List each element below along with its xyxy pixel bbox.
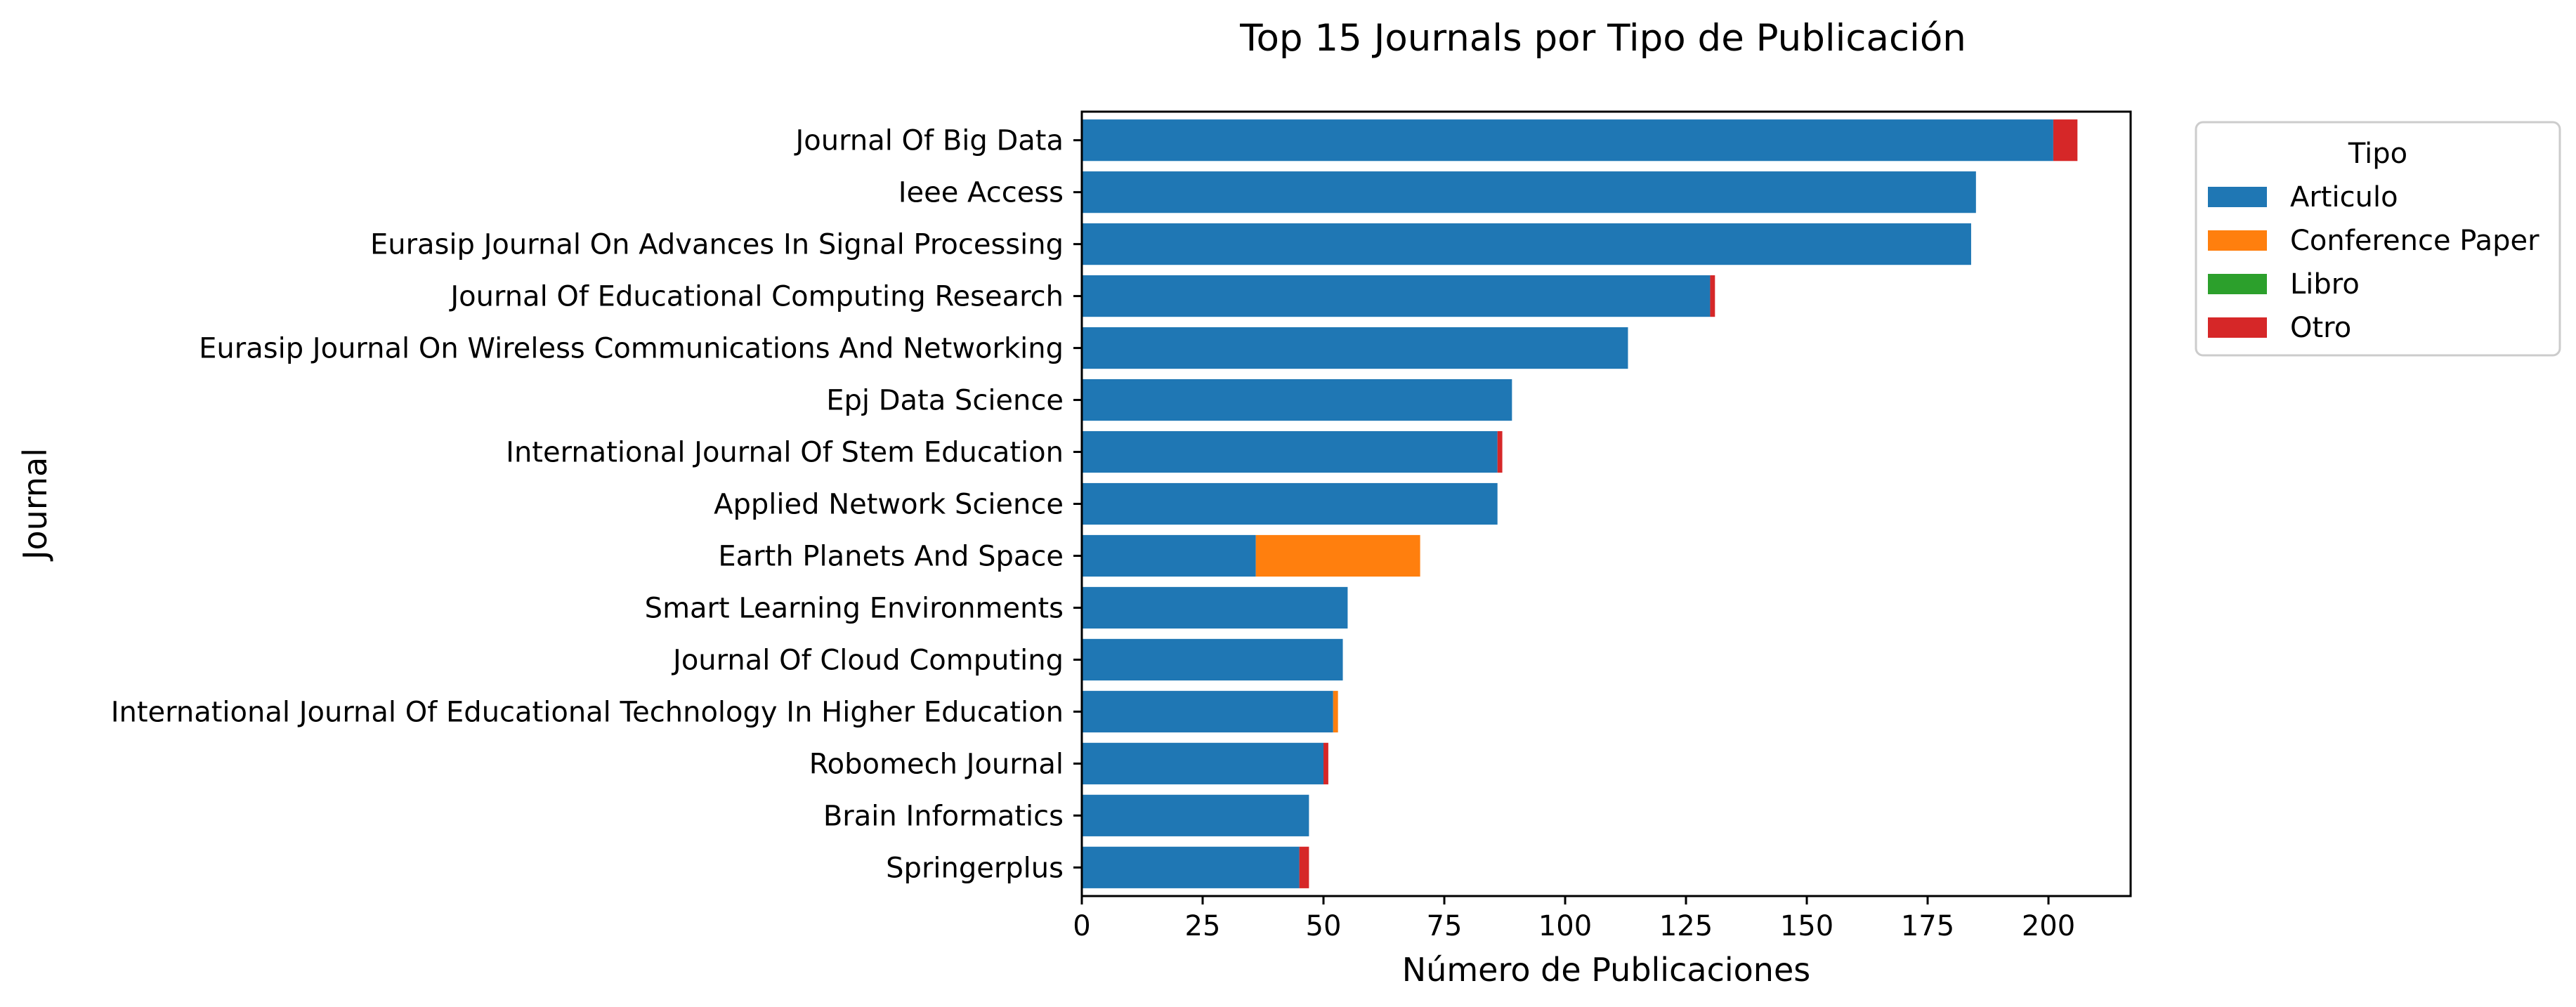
bar-articulo-4 xyxy=(1082,327,1628,369)
legend-swatch-articulo xyxy=(2208,187,2267,207)
legend-swatch-otro xyxy=(2208,317,2267,338)
bars-group xyxy=(1082,119,2078,888)
y-axis: Journal Of Big Data Ieee Access Eurasip Jo… xyxy=(111,125,1082,884)
y-tick-label: Eurasip Journal On Wireless Communicatio… xyxy=(199,333,1064,365)
x-tick-label: 175 xyxy=(1901,910,1954,942)
y-tick-label: Eurasip Journal On Advances In Signal Pr… xyxy=(370,229,1064,261)
y-tick-label: Journal Of Cloud Computing xyxy=(671,644,1064,676)
y-tick-label: Smart Learning Environments xyxy=(645,592,1064,624)
y-tick-label: Epj Data Science xyxy=(826,385,1064,417)
bar-conference-paper-11 xyxy=(1333,690,1338,732)
legend-label: Articulo xyxy=(2290,181,2398,213)
y-tick-label: Brain Informatics xyxy=(823,800,1064,832)
bar-articulo-14 xyxy=(1082,846,1300,888)
legend-box xyxy=(2195,121,2561,357)
legend-title: Tipo xyxy=(2348,138,2407,170)
bar-otro-6 xyxy=(1497,430,1503,473)
x-tick-label: 0 xyxy=(1073,910,1090,942)
legend-label: Libro xyxy=(2290,268,2360,301)
bar-articulo-3 xyxy=(1082,275,1711,317)
x-tick-label: 50 xyxy=(1306,910,1342,942)
x-tick-label: 125 xyxy=(1659,910,1713,942)
x-axis-label: Número de Publicaciones xyxy=(1402,951,1810,989)
bar-otro-14 xyxy=(1299,846,1309,888)
x-tick-label: 100 xyxy=(1538,910,1592,942)
y-tick-label: Springerplus xyxy=(886,852,1064,884)
bar-conference-paper-8 xyxy=(1255,534,1420,577)
bar-otro-3 xyxy=(1710,275,1715,317)
x-tick-label: 150 xyxy=(1780,910,1833,942)
bar-articulo-13 xyxy=(1082,794,1309,836)
legend-label: Otro xyxy=(2290,312,2351,344)
y-tick-label: Journal Of Educational Computing Researc… xyxy=(448,281,1064,313)
x-tick-label: 200 xyxy=(2022,910,2075,942)
bar-articulo-5 xyxy=(1082,379,1512,421)
y-tick-label: International Journal Of Stem Education xyxy=(506,437,1064,469)
y-tick-label: Applied Network Science xyxy=(714,489,1064,521)
x-axis: 0 25 50 75 100 125 150 175 200 xyxy=(1073,896,2075,942)
legend: Tipo Articulo Conference Paper Libro Otro xyxy=(2195,121,2561,357)
bar-articulo-9 xyxy=(1082,586,1348,629)
bar-articulo-1 xyxy=(1082,171,1976,213)
bar-articulo-10 xyxy=(1082,638,1343,681)
y-tick-label: Earth Planets And Space xyxy=(718,540,1064,572)
bar-articulo-12 xyxy=(1082,742,1324,784)
bar-otro-0 xyxy=(2053,119,2078,162)
legend-swatch-conference-paper xyxy=(2208,230,2267,251)
x-tick-label: 75 xyxy=(1427,910,1463,942)
y-axis-label: Journal xyxy=(16,448,54,562)
y-tick-label: Robomech Journal xyxy=(809,748,1064,780)
y-tick-label: Journal Of Big Data xyxy=(793,125,1064,157)
bar-articulo-7 xyxy=(1082,482,1498,525)
bar-articulo-6 xyxy=(1082,430,1498,473)
bar-articulo-11 xyxy=(1082,690,1333,732)
y-tick-label: Ieee Access xyxy=(898,177,1064,209)
chart-title: Top 15 Journals por Tipo de Publicación xyxy=(1239,17,1966,60)
bar-articulo-0 xyxy=(1082,119,2053,162)
bar-articulo-2 xyxy=(1082,223,1971,265)
y-tick-label: International Journal Of Educational Tec… xyxy=(111,696,1064,728)
legend-swatch-libro xyxy=(2208,274,2267,294)
x-tick-label: 25 xyxy=(1185,910,1221,942)
bar-otro-12 xyxy=(1323,742,1328,784)
bar-articulo-8 xyxy=(1082,534,1256,577)
legend-label: Conference Paper xyxy=(2290,225,2539,257)
